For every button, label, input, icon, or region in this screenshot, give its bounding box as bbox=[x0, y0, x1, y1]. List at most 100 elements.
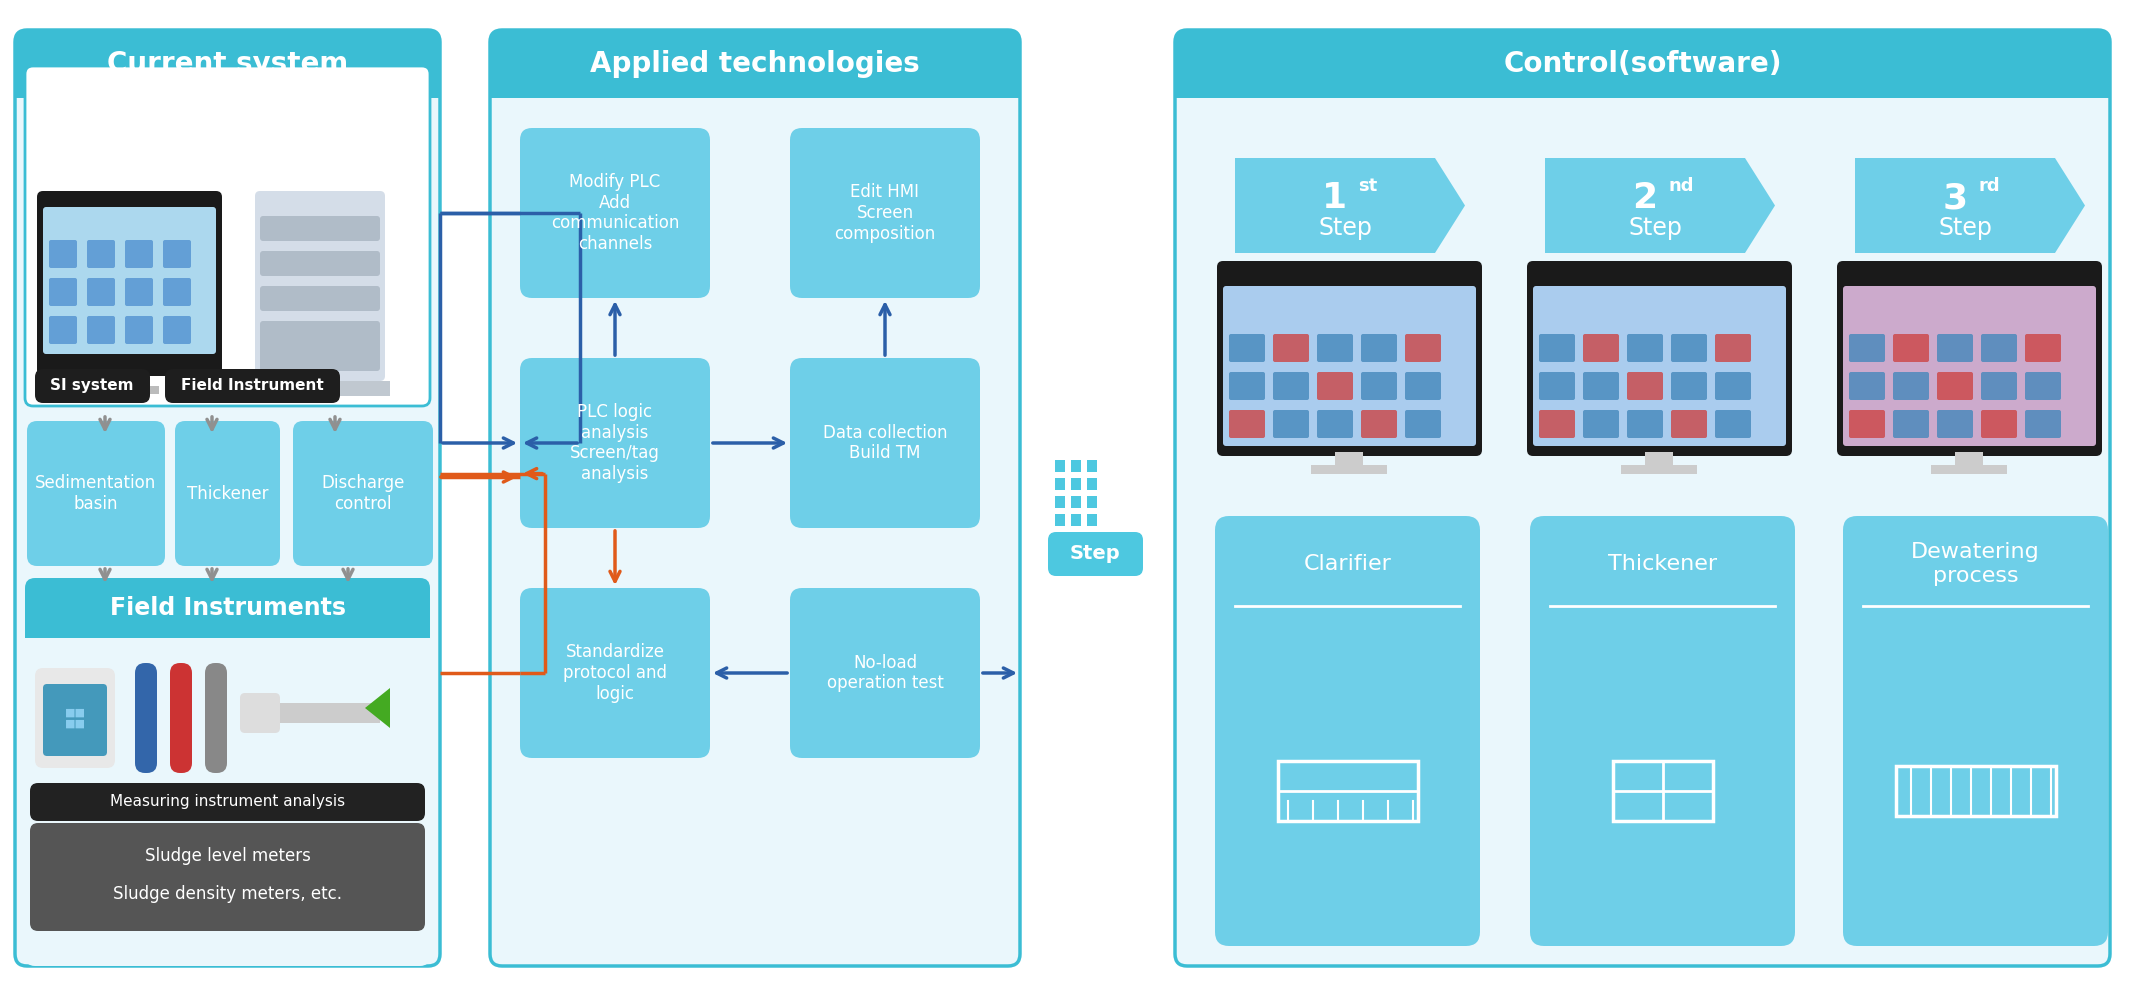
Bar bbox=[1955, 452, 1983, 474]
FancyBboxPatch shape bbox=[1715, 372, 1751, 400]
Text: Sludge level meters: Sludge level meters bbox=[145, 847, 311, 865]
FancyBboxPatch shape bbox=[1361, 410, 1397, 438]
Text: Applied technologies: Applied technologies bbox=[590, 50, 920, 78]
FancyBboxPatch shape bbox=[1176, 30, 2111, 98]
Bar bbox=[1612, 761, 1713, 821]
FancyBboxPatch shape bbox=[1849, 334, 1885, 362]
FancyBboxPatch shape bbox=[1842, 516, 2109, 946]
FancyBboxPatch shape bbox=[175, 421, 279, 566]
Polygon shape bbox=[364, 688, 390, 728]
FancyBboxPatch shape bbox=[1627, 372, 1664, 400]
FancyBboxPatch shape bbox=[1214, 516, 1480, 946]
FancyBboxPatch shape bbox=[87, 316, 115, 344]
FancyBboxPatch shape bbox=[30, 823, 426, 931]
FancyBboxPatch shape bbox=[260, 216, 379, 241]
FancyBboxPatch shape bbox=[49, 316, 77, 344]
FancyBboxPatch shape bbox=[1406, 410, 1442, 438]
FancyBboxPatch shape bbox=[126, 278, 153, 306]
Text: Current system: Current system bbox=[106, 50, 347, 78]
FancyBboxPatch shape bbox=[1229, 334, 1265, 362]
FancyBboxPatch shape bbox=[164, 369, 341, 403]
Bar bbox=[15, 64, 441, 98]
FancyBboxPatch shape bbox=[134, 663, 158, 773]
FancyBboxPatch shape bbox=[260, 251, 379, 276]
FancyBboxPatch shape bbox=[1936, 410, 1972, 438]
Bar bbox=[1086, 496, 1097, 508]
FancyBboxPatch shape bbox=[1274, 372, 1310, 400]
FancyBboxPatch shape bbox=[1048, 532, 1144, 576]
FancyBboxPatch shape bbox=[1836, 261, 2102, 456]
Text: Data collection
Build TM: Data collection Build TM bbox=[822, 423, 948, 462]
Text: rd: rd bbox=[1979, 177, 2000, 195]
Text: Step: Step bbox=[1318, 216, 1372, 240]
Bar bbox=[1054, 496, 1065, 508]
FancyBboxPatch shape bbox=[1540, 410, 1574, 438]
Text: PLC logic
analysis
Screen/tag
analysis: PLC logic analysis Screen/tag analysis bbox=[571, 402, 660, 483]
Polygon shape bbox=[1855, 158, 2085, 253]
FancyBboxPatch shape bbox=[28, 421, 164, 566]
FancyBboxPatch shape bbox=[26, 578, 430, 966]
Text: 3: 3 bbox=[1943, 181, 1968, 215]
FancyBboxPatch shape bbox=[126, 240, 153, 268]
Bar bbox=[1644, 452, 1672, 474]
Text: Field Instrument: Field Instrument bbox=[181, 377, 324, 392]
FancyBboxPatch shape bbox=[1715, 410, 1751, 438]
FancyBboxPatch shape bbox=[1894, 334, 1930, 362]
FancyBboxPatch shape bbox=[1672, 410, 1706, 438]
FancyBboxPatch shape bbox=[294, 421, 432, 566]
FancyBboxPatch shape bbox=[43, 207, 215, 354]
Bar bbox=[1278, 761, 1416, 821]
FancyBboxPatch shape bbox=[164, 240, 192, 268]
FancyBboxPatch shape bbox=[1583, 372, 1619, 400]
FancyBboxPatch shape bbox=[15, 30, 441, 966]
FancyBboxPatch shape bbox=[30, 783, 426, 821]
FancyBboxPatch shape bbox=[1361, 334, 1397, 362]
Bar bbox=[490, 64, 1020, 98]
Polygon shape bbox=[1544, 158, 1774, 253]
FancyBboxPatch shape bbox=[1406, 372, 1442, 400]
FancyBboxPatch shape bbox=[204, 663, 228, 773]
FancyBboxPatch shape bbox=[1361, 372, 1397, 400]
FancyBboxPatch shape bbox=[49, 240, 77, 268]
FancyBboxPatch shape bbox=[1672, 334, 1706, 362]
Bar bbox=[1621, 465, 1698, 474]
FancyBboxPatch shape bbox=[260, 286, 379, 311]
Bar bbox=[1071, 496, 1082, 508]
Polygon shape bbox=[1235, 158, 1465, 253]
Text: Sedimentation
basin: Sedimentation basin bbox=[36, 474, 158, 513]
FancyBboxPatch shape bbox=[43, 684, 106, 756]
FancyBboxPatch shape bbox=[1406, 334, 1442, 362]
Bar bbox=[1054, 478, 1065, 490]
Text: No-load
operation test: No-load operation test bbox=[826, 653, 944, 692]
Text: 1: 1 bbox=[1323, 181, 1348, 215]
FancyBboxPatch shape bbox=[26, 578, 430, 638]
FancyBboxPatch shape bbox=[1216, 261, 1482, 456]
FancyBboxPatch shape bbox=[1894, 372, 1930, 400]
Bar bbox=[98, 386, 160, 394]
FancyBboxPatch shape bbox=[1583, 410, 1619, 438]
FancyBboxPatch shape bbox=[1981, 372, 2017, 400]
Text: Measuring instrument analysis: Measuring instrument analysis bbox=[111, 794, 345, 809]
Bar bbox=[241, 703, 379, 723]
FancyBboxPatch shape bbox=[790, 358, 980, 528]
FancyBboxPatch shape bbox=[1936, 334, 1972, 362]
Bar bbox=[1896, 766, 2055, 816]
FancyBboxPatch shape bbox=[490, 30, 1020, 966]
FancyBboxPatch shape bbox=[1540, 334, 1574, 362]
FancyBboxPatch shape bbox=[36, 191, 222, 376]
Text: Modify PLC
Add
communication
channels: Modify PLC Add communication channels bbox=[552, 172, 679, 253]
FancyBboxPatch shape bbox=[1229, 410, 1265, 438]
FancyBboxPatch shape bbox=[1894, 410, 1930, 438]
FancyBboxPatch shape bbox=[490, 30, 1020, 98]
Text: nd: nd bbox=[1668, 177, 1693, 195]
FancyBboxPatch shape bbox=[1627, 410, 1664, 438]
FancyBboxPatch shape bbox=[790, 128, 980, 298]
Text: Sludge density meters, etc.: Sludge density meters, etc. bbox=[113, 885, 343, 903]
Text: Control(software): Control(software) bbox=[1504, 50, 1783, 78]
Text: Edit HMI
Screen
composition: Edit HMI Screen composition bbox=[835, 183, 935, 243]
FancyBboxPatch shape bbox=[520, 588, 709, 758]
FancyBboxPatch shape bbox=[1583, 334, 1619, 362]
FancyBboxPatch shape bbox=[241, 693, 279, 733]
FancyBboxPatch shape bbox=[1627, 334, 1664, 362]
FancyBboxPatch shape bbox=[1849, 372, 1885, 400]
